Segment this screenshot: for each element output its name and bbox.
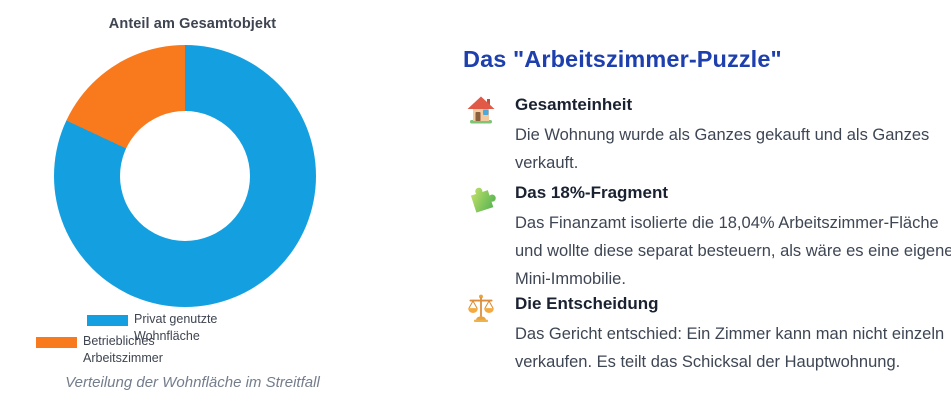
list-item-18-prozent-fragment: Das 18%-Fragment Das Finanzamt isolierte… — [463, 182, 951, 293]
legend-label: Privat genutzte Wohnfläche — [134, 312, 218, 343]
chart-caption: Verteilung der Wohnfläche im Streitfall — [65, 374, 320, 391]
chart-panel: Anteil am Gesamtobjekt Privat genutzte W… — [20, 0, 365, 407]
item-heading: Die Entscheidung — [515, 294, 659, 313]
item-body: Das Gericht entschied: Ein Zimmer kann m… — [515, 325, 945, 371]
list-item-entscheidung: Die Entscheidung Das Gericht entschied: … — [463, 293, 951, 376]
puzzle-icon — [465, 182, 497, 214]
item-heading: Gesamteinheit — [515, 95, 633, 114]
content-panel: Das "Arbeitszimmer-Puzzle" Gesamteinheit… — [463, 0, 951, 407]
chart-title: Anteil am Gesamtobjekt — [108, 16, 277, 32]
item-body: Die Wohnung wurde als Ganzes gekauft und… — [515, 126, 930, 172]
list-item-gesamteinheit: Gesamteinheit Die Wohnung wurde als Ganz… — [463, 94, 951, 177]
legend-item-privat-wohnflaeche[interactable]: Privat genutzte Wohnfläche — [87, 311, 226, 344]
legend-swatch-orange — [36, 337, 77, 348]
item-body: Das Finanzamt isolierte die 18,04% Arbei… — [515, 214, 951, 288]
item-heading: Das 18%-Fragment — [515, 183, 669, 202]
content-title: Das "Arbeitszimmer-Puzzle" — [463, 46, 782, 72]
legend-label: Betriebliches Arbeitszimmer — [83, 334, 163, 365]
legend-item-betriebliches-arbeitszimmer[interactable]: Betriebliches Arbeitszimmer — [36, 333, 175, 366]
house-icon — [465, 94, 497, 126]
donut-chart[interactable] — [54, 45, 316, 307]
donut-hole — [120, 111, 250, 241]
scales-icon — [465, 293, 497, 325]
legend-swatch-blue — [87, 315, 128, 326]
